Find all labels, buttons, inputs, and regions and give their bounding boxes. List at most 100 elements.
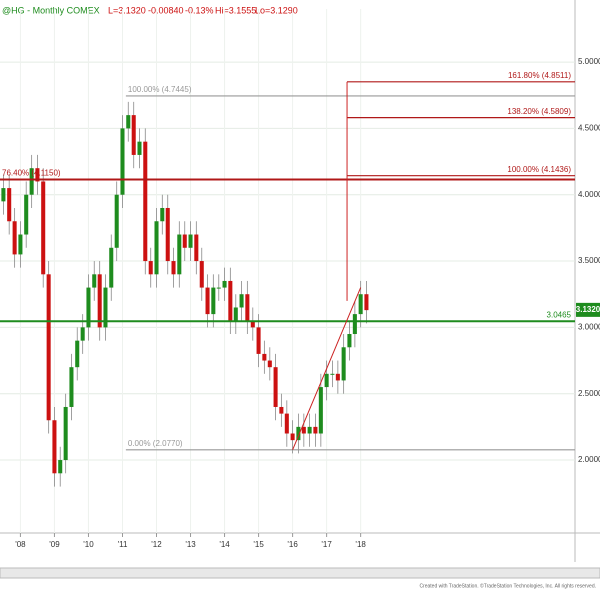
candle-body [250,320,255,328]
level-label: 100.00% (4.7445) [128,85,192,94]
x-tick-label: '08 [15,540,26,549]
candle-body [279,406,284,414]
candle-body [75,340,80,368]
candle-body [211,287,216,315]
level-label: 3.0465 [547,310,572,319]
candle-body [131,115,136,155]
candle-body [114,194,119,248]
x-tick-label: '16 [287,540,298,549]
candle-body [182,234,187,248]
x-tick-label: '09 [49,540,60,549]
candle-body [335,373,340,381]
high: Hi=3.1555 [215,5,256,15]
candle-body [352,314,357,335]
x-tick-label: '12 [151,540,162,549]
candle-body [165,207,170,262]
candle-body [148,261,153,275]
candle-body [290,433,295,441]
y-tick-label: 4.5000 [578,124,600,133]
x-tick-label: '11 [118,540,128,549]
level-label: 76.40% (4.1150) [2,169,61,178]
y-tick-label: 2.0000 [578,455,600,464]
x-tick-label: '10 [83,540,94,549]
candle-body [267,360,272,368]
candle-body [63,406,68,461]
low: Lo=3.1290 [255,5,298,15]
candle-body [222,280,227,288]
candle-body [228,280,233,321]
level-label: 0.00% (2.0770) [128,439,183,448]
level-label: 100.00% (4.1436) [507,165,571,174]
candle-body [194,234,199,262]
y-tick-label: 4.0000 [578,190,600,199]
candle-body [199,261,204,288]
candle-body [109,247,114,288]
candle-body [7,188,12,222]
candle-body [313,426,318,434]
candle-body [318,387,323,434]
candle-body [205,287,210,315]
level-label: 138.20% (4.5809) [507,107,571,116]
candle-body [324,373,329,388]
candle-body [330,373,335,375]
change-pct: -0.13% [185,5,214,15]
candle-body [341,347,346,381]
candle-body [86,287,91,328]
candle-body [18,234,23,255]
level-label: 161.80% (4.8511) [508,71,571,80]
candle-body [12,221,17,255]
candle-body [35,168,40,182]
candle-body [358,294,363,315]
symbol: @HG - Monthly COMEX [2,5,100,15]
candle-body [273,367,278,407]
candle-body [58,460,63,474]
change: -0.00840 [148,5,184,15]
candle-body [233,307,238,321]
candle-body [137,141,142,155]
x-tick-label: '15 [253,540,264,549]
y-tick-label: 3.5000 [578,256,600,265]
candle-body [52,420,57,474]
candle-body [188,234,193,248]
candle-body [177,234,182,275]
candle-body [24,194,29,235]
candle-body [347,334,352,348]
candle-body [41,181,46,275]
scrollbar[interactable] [0,567,600,579]
x-tick-label: '14 [219,540,230,549]
trendline [292,287,362,451]
candle-body [29,168,34,195]
candle-body [126,115,131,129]
candle-body [296,426,301,441]
candle-body [154,221,159,275]
candle-body [262,353,267,361]
candle-body [301,426,306,434]
candle-body [239,294,244,308]
candle-body [46,274,51,421]
footer: Created with TradeStation. ©TradeStation… [419,582,596,589]
candle-body [143,141,148,262]
candle-body [216,287,221,289]
candle-body [284,413,289,434]
candle-body [120,128,125,195]
last: L=3.1320 [108,5,146,15]
x-tick-label: '13 [185,540,196,549]
x-tick-label: '17 [321,540,332,549]
candle-body [307,426,312,434]
y-tick-label: 2.5000 [578,389,600,398]
y-tick-label: 5.0000 [578,57,600,66]
candle-body [256,327,261,354]
last-price-label: 3.1320 [576,305,600,314]
candle-body [171,261,176,275]
candle-body [160,207,165,222]
x-tick-label: '18 [355,540,366,549]
candle-body [69,367,74,407]
candle-body [245,294,250,321]
candle-body [92,274,97,288]
last-price-box [576,302,600,317]
candle-body [1,188,6,202]
candle-body [364,294,369,311]
candle-body [97,274,102,328]
